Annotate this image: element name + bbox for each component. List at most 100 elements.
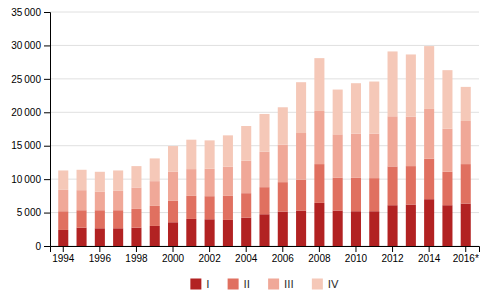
x-tick-mark	[392, 246, 393, 252]
y-tick-mark	[44, 146, 50, 147]
bar	[150, 206, 160, 226]
y-tick: 15 000	[11, 140, 50, 151]
legend-label: I	[206, 278, 209, 291]
y-tick-label: 20 000	[11, 107, 41, 118]
bar	[296, 82, 306, 133]
y-tick-label: 30 000	[11, 40, 41, 51]
bar	[77, 228, 87, 246]
x-tick-label: 2000	[162, 253, 185, 264]
bar	[168, 172, 178, 201]
legend-item: II	[228, 278, 251, 291]
bar	[442, 172, 452, 205]
bar	[186, 140, 196, 169]
x-tick-label: 1996	[89, 253, 112, 264]
bar	[333, 90, 343, 135]
y-tick: 30 000	[11, 40, 50, 51]
bar	[95, 172, 105, 192]
bar	[58, 170, 68, 189]
legend-label: III	[284, 278, 294, 291]
chart: 05 00010 00015 00020 00025 00030 00035 0…	[0, 0, 491, 302]
x-tick: 2012	[381, 246, 404, 264]
legend-swatch	[228, 279, 239, 290]
bar	[388, 51, 398, 116]
bar	[95, 192, 105, 211]
x-tick-mark	[355, 246, 356, 252]
x-tick: 1996	[89, 246, 112, 264]
bar	[241, 218, 251, 246]
series	[58, 46, 471, 191]
x-tick-label: 1998	[125, 253, 148, 264]
legend-item: III	[268, 278, 294, 291]
bar	[388, 166, 398, 205]
bar	[113, 228, 123, 246]
bar	[314, 111, 324, 164]
bar	[278, 212, 288, 246]
bar	[186, 196, 196, 219]
bar	[424, 159, 434, 199]
y-tick-mark	[44, 79, 50, 80]
bar	[424, 199, 434, 246]
bar	[259, 214, 269, 246]
x-tick-mark	[429, 246, 430, 252]
bar	[388, 205, 398, 246]
x-tick-label: 2016*	[453, 253, 479, 264]
bar	[369, 82, 379, 134]
x-tick-label: 2004	[235, 253, 258, 264]
x-tick: 2006	[272, 246, 295, 264]
legend: IIIIIIIV	[190, 278, 339, 291]
bar	[314, 203, 324, 246]
bar	[77, 190, 87, 210]
legend-label: II	[244, 278, 251, 291]
bar	[150, 158, 160, 181]
legend-item: I	[190, 278, 209, 291]
bar	[406, 205, 416, 246]
x-tick: 2008	[308, 246, 331, 264]
y-tick: 5 000	[17, 207, 50, 218]
x-tick-label: 2002	[198, 253, 221, 264]
x-tick: 2014	[418, 246, 441, 264]
y-tick-mark	[44, 12, 50, 13]
bar	[168, 146, 178, 172]
x-tick: 1998	[125, 246, 148, 264]
bar	[442, 70, 452, 129]
x-tick-mark	[246, 246, 247, 252]
bar	[278, 107, 288, 144]
x-tick: 2016*	[453, 246, 479, 264]
x-tick: 2004	[235, 246, 258, 264]
grid-line	[50, 12, 479, 13]
bar	[461, 87, 471, 121]
bar	[131, 228, 141, 246]
bar	[333, 178, 343, 211]
bar	[296, 211, 306, 246]
y-tick-label: 25 000	[11, 74, 41, 85]
bar	[442, 129, 452, 172]
bar	[259, 114, 269, 152]
bar	[186, 219, 196, 246]
x-tick-mark	[63, 246, 64, 252]
grid-line	[50, 45, 479, 46]
grid	[50, 12, 479, 246]
x-tick-label: 2014	[418, 253, 441, 264]
x-tick-label: 2008	[308, 253, 331, 264]
bar	[406, 117, 416, 166]
x-tick-label: 2010	[345, 253, 368, 264]
bar	[278, 182, 288, 211]
bar	[369, 211, 379, 246]
y-tick-mark	[44, 112, 50, 113]
bar	[131, 209, 141, 228]
x-tick-label: 2012	[381, 253, 404, 264]
bar	[241, 126, 251, 161]
x-axis: 1994199619982000200220042006200820102012…	[51, 246, 480, 264]
bar	[424, 46, 434, 109]
x-tick-mark	[319, 246, 320, 252]
bar	[223, 135, 233, 166]
bar	[150, 181, 160, 206]
bar	[205, 169, 215, 196]
x-tick: 2010	[345, 246, 368, 264]
bar	[223, 167, 233, 196]
bar	[369, 178, 379, 211]
bar	[259, 152, 269, 187]
legend-label: IV	[328, 278, 339, 291]
y-tick-mark	[44, 45, 50, 46]
series	[58, 109, 471, 211]
